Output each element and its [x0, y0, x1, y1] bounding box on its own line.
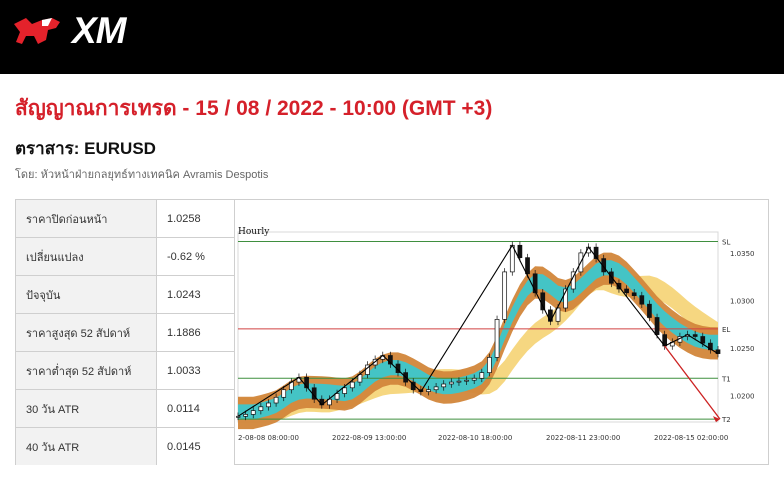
- x-tick-label: 2022-08-15 02:00:00: [654, 434, 728, 442]
- stats-row: 40 วัน ATR 0.0145: [16, 427, 235, 465]
- x-tick-label: 2-08-08 08:00:00: [238, 434, 299, 442]
- stat-label: ราคาสูงสุด 52 สัปดาห์: [16, 313, 157, 352]
- candle-body: [692, 334, 698, 337]
- candle-body: [624, 288, 629, 294]
- top-bar: XM: [0, 0, 784, 74]
- arrow-head: [713, 416, 720, 423]
- candle-body: [464, 379, 469, 382]
- candle-body: [273, 396, 279, 404]
- x-tick-label: 2022-08-10 18:00:00: [438, 434, 512, 442]
- candle-body: [631, 292, 637, 297]
- stats-table: ราคาปิดก่อนหน้า 1.0258 เปลี่ยนแปลง -0.62 % ป…: [16, 200, 235, 465]
- candle-body: [433, 386, 439, 391]
- stats-row: เปลี่ยนแปลง -0.62 %: [16, 237, 235, 276]
- y-tick-label: 1.0300: [730, 297, 755, 305]
- candle-body: [250, 410, 256, 415]
- stat-label: เปลี่ยนแปลง: [16, 237, 157, 276]
- stats-row: ราคาต่ำสุด 52 สัปดาห์ 1.0033: [16, 351, 235, 390]
- candle-body: [601, 258, 607, 273]
- candle-body: [708, 342, 713, 351]
- level-label: T2: [721, 416, 731, 424]
- brand-name: XM: [72, 10, 126, 51]
- level-label: T1: [721, 375, 731, 383]
- xm-logo[interactable]: XM: [12, 10, 132, 51]
- candle-body: [426, 389, 431, 392]
- projection-arrow: [664, 345, 721, 420]
- candle-body: [532, 273, 538, 294]
- instrument-label: ตราสาร: EURUSD: [15, 139, 156, 158]
- stats-row: 30 วัน ATR 0.0114: [16, 389, 235, 428]
- candle-body: [334, 393, 340, 400]
- candle-body: [471, 377, 477, 381]
- price-chart: Hourly SL EL T1 T2 1.0350 1.0300 1.0250 1.0200 2-…: [236, 200, 768, 464]
- candle-body: [563, 288, 568, 309]
- candle-body: [487, 357, 492, 373]
- candle-body: [525, 257, 530, 275]
- stat-label: 40 วัน ATR: [16, 427, 157, 465]
- inner-band: [238, 260, 718, 420]
- y-tick-label: 1.0350: [730, 250, 755, 258]
- candle-body: [349, 381, 355, 389]
- stat-value: 1.0243: [156, 275, 235, 314]
- candle-body: [494, 319, 500, 358]
- candle-body: [342, 387, 348, 394]
- x-tick-label: 2022-08-09 13:00:00: [332, 434, 406, 442]
- stat-value: -0.62 %: [156, 237, 235, 276]
- stat-label: ราคาปิดก่อนหน้า: [16, 200, 157, 238]
- candle-body: [654, 317, 660, 335]
- timeframe-label: Hourly: [238, 227, 270, 237]
- candle-body: [479, 372, 485, 379]
- candle-body: [456, 380, 462, 383]
- bull-logo-icon: [14, 18, 60, 44]
- candle-body: [448, 381, 454, 385]
- y-tick-label: 1.0200: [730, 392, 755, 400]
- candle-body: [243, 414, 248, 417]
- candle-body: [517, 244, 523, 258]
- candle-body: [639, 295, 645, 305]
- candle-body: [647, 303, 652, 318]
- author-line: โดย: หัวหน้าฝ่ายกลยุทธ์ทางเทคนิค Avramis…: [15, 169, 269, 181]
- level-label: SL: [722, 239, 730, 247]
- candle-body: [236, 415, 241, 418]
- stat-value: 1.1886: [156, 313, 235, 352]
- candle-body: [281, 389, 287, 398]
- candle-body: [593, 246, 599, 259]
- stat-label: ปัจจุบัน: [16, 275, 157, 314]
- stat-value: 0.0114: [156, 389, 235, 428]
- chart-canvas: Hourly SL EL T1 T2 1.0350 1.0300 1.0250 1.0200 2-…: [236, 227, 755, 442]
- level-label: EL: [722, 326, 730, 334]
- stat-value: 0.0145: [156, 427, 235, 465]
- page-title: สัญญาณการเทรด - 15 / 08 / 2022 - 10:00 (…: [15, 97, 493, 120]
- candle-body: [441, 383, 447, 388]
- stats-row: ราคาปิดก่อนหน้า 1.0258: [16, 200, 235, 238]
- stat-value: 1.0258: [156, 200, 235, 238]
- candle-body: [540, 292, 546, 311]
- y-tick-label: 1.0250: [730, 345, 755, 353]
- candle-body: [388, 355, 393, 365]
- candle-body: [304, 377, 309, 389]
- candle-body: [502, 271, 508, 320]
- x-tick-label: 2022-08-11 23:00:00: [546, 434, 620, 442]
- candle-body: [555, 307, 561, 322]
- candle-body: [266, 402, 271, 408]
- stats-row: ราคาสูงสุด 52 สัปดาห์ 1.1886: [16, 313, 235, 352]
- signal-panel: ราคาปิดก่อนหน้า 1.0258 เปลี่ยนแปลง -0.62 % ป…: [15, 199, 769, 465]
- candle-body: [258, 406, 264, 411]
- stat-label: 30 วัน ATR: [16, 389, 157, 428]
- zigzag-line: [237, 244, 719, 417]
- stat-label: ราคาต่ำสุด 52 สัปดาห์: [16, 351, 157, 390]
- candle-body: [700, 336, 706, 344]
- stats-row: ปัจจุบัน 1.0243: [16, 275, 235, 314]
- stat-value: 1.0033: [156, 351, 235, 390]
